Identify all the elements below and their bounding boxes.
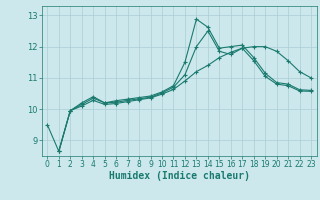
X-axis label: Humidex (Indice chaleur): Humidex (Indice chaleur) xyxy=(109,171,250,181)
